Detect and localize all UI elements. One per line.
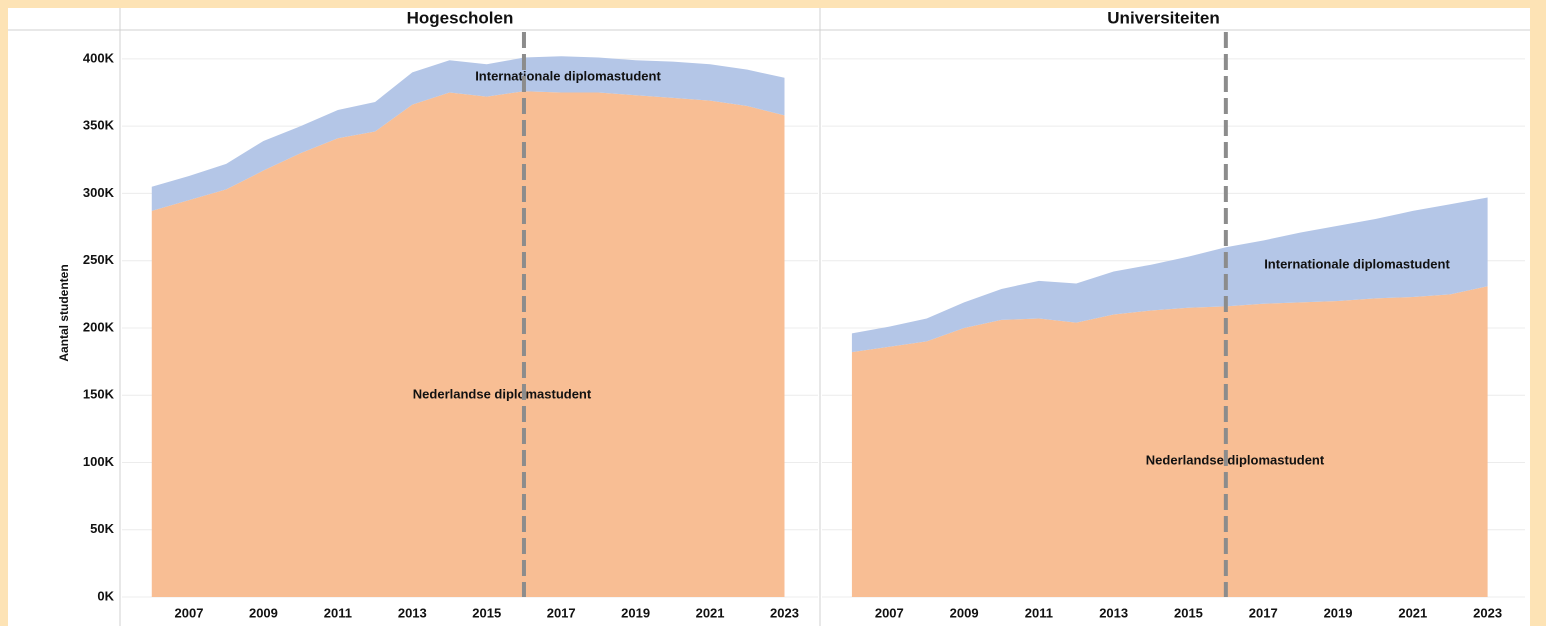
area-label: Nederlandse diplomastudent: [1146, 452, 1325, 467]
x-tick-label: 2023: [1473, 605, 1502, 620]
area: [851, 286, 1488, 597]
y-tick-label: 150K: [83, 387, 115, 402]
area: [151, 91, 785, 597]
panel-title: Hogescholen: [407, 8, 514, 27]
x-tick-label: 2019: [1324, 605, 1353, 620]
y-tick-label: 350K: [83, 118, 115, 133]
area: [851, 197, 1488, 353]
x-tick-label: 2013: [1099, 605, 1128, 620]
x-tick-label: 2013: [398, 605, 427, 620]
y-tick-label: 200K: [83, 319, 115, 334]
x-tick-label: 2023: [770, 605, 799, 620]
y-axis-label: Aantal studenten: [57, 264, 71, 361]
x-tick-label: 2017: [1249, 605, 1278, 620]
panel-title: Universiteiten: [1107, 8, 1219, 27]
y-tick-label: 400K: [83, 50, 115, 65]
x-tick-label: 2021: [1398, 605, 1427, 620]
x-tick-label: 2011: [1025, 605, 1053, 620]
y-tick-label: 100K: [83, 454, 115, 469]
y-tick-label: 250K: [83, 252, 115, 267]
area-label: Internationale diplomastudent: [475, 68, 661, 83]
area-label: Nederlandse diplomastudent: [413, 386, 592, 401]
x-tick-label: 2009: [249, 605, 278, 620]
area-label: Internationale diplomastudent: [1264, 256, 1450, 271]
x-tick-label: 2011: [324, 605, 352, 620]
x-tick-label: 2021: [696, 605, 725, 620]
x-tick-label: 2007: [175, 605, 204, 620]
y-tick-label: 0K: [97, 588, 114, 603]
x-tick-label: 2009: [950, 605, 979, 620]
x-tick-label: 2007: [875, 605, 904, 620]
x-tick-label: 2015: [1174, 605, 1203, 620]
chart: Aantal studenten 0K 50K 100K 150K 200K 250K 30…: [8, 8, 1530, 626]
x-tick-label: 2017: [547, 605, 576, 620]
y-tick-label: 50K: [90, 521, 114, 536]
x-tick-label: 2015: [472, 605, 501, 620]
area: [151, 56, 785, 211]
x-tick-label: 2019: [621, 605, 650, 620]
y-tick-label: 300K: [83, 185, 115, 200]
